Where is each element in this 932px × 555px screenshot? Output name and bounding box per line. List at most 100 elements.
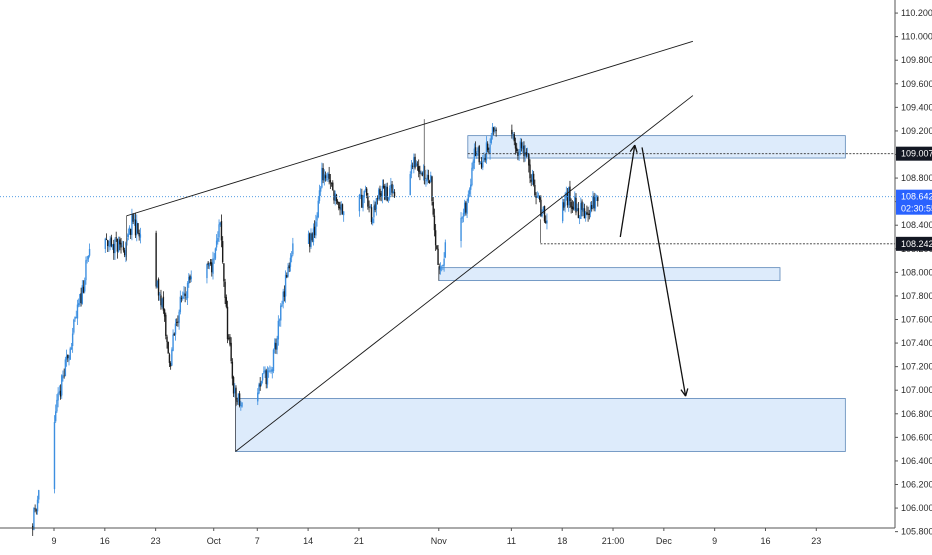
- y-tick-label: 108.800: [901, 173, 932, 183]
- candle-body: [183, 292, 185, 296]
- candle-body: [207, 262, 209, 265]
- candle-body: [61, 375, 63, 396]
- candle-body: [69, 348, 71, 360]
- candle-body: [189, 275, 191, 280]
- y-tick-label: 110.000: [901, 32, 932, 42]
- candle-body: [79, 294, 81, 304]
- candle-body: [167, 341, 169, 354]
- candle-body: [532, 173, 535, 185]
- candle-body: [322, 168, 324, 181]
- candle-body: [120, 242, 122, 248]
- candle-body: [565, 191, 568, 198]
- price-axis: 110.200 110.000 109.800 109.600 109.400 109.2…: [894, 0, 932, 537]
- candle-body: [374, 204, 376, 211]
- trendline: [126, 40, 694, 217]
- candle-body: [88, 248, 91, 256]
- candle-body: [538, 195, 541, 200]
- candle-body: [206, 264, 208, 279]
- candle-body: [228, 337, 230, 339]
- y-tick-label: 107.800: [901, 291, 932, 301]
- candle-body: [535, 196, 537, 198]
- candle-body: [384, 186, 386, 200]
- candle-body: [117, 241, 120, 252]
- current-price-label: 108.642: [901, 192, 932, 202]
- candle-body: [430, 175, 432, 182]
- candle-body: [321, 167, 323, 188]
- candle-body: [378, 189, 380, 200]
- candle-body: [391, 184, 393, 193]
- candle-body: [223, 263, 225, 282]
- candle-body: [224, 281, 226, 298]
- candle-body: [217, 237, 219, 242]
- candle-body: [362, 196, 364, 209]
- candle-body: [212, 258, 214, 274]
- candle-body: [437, 248, 439, 265]
- candle-body: [523, 145, 525, 157]
- candle-body: [467, 194, 470, 202]
- y-tick-label: 110.200: [901, 8, 932, 18]
- candle-body: [465, 202, 467, 213]
- x-tick-label: 16: [760, 536, 770, 546]
- candle-body: [86, 259, 88, 261]
- countdown-label: 02:30:55: [901, 204, 932, 214]
- candle-body: [34, 508, 36, 510]
- candle-body: [591, 204, 593, 209]
- candle-body: [422, 170, 425, 176]
- candles-layer: [32, 122, 599, 536]
- candle-body: [218, 224, 220, 238]
- candle-body: [105, 239, 108, 240]
- candle-body: [466, 202, 468, 214]
- candle-body: [463, 202, 466, 214]
- candle-body: [485, 142, 488, 161]
- candle-body: [512, 134, 514, 136]
- candle-body: [261, 373, 264, 381]
- candle-body: [563, 202, 565, 208]
- zones-layer: [235, 135, 846, 452]
- candle-body: [259, 383, 261, 387]
- candle-body: [275, 343, 277, 350]
- candle-body: [369, 206, 371, 207]
- candle-body: [339, 207, 341, 209]
- candle-body: [436, 245, 438, 249]
- y-tick-label: 109.600: [901, 79, 932, 89]
- candle-body: [225, 297, 228, 307]
- candle-body: [392, 191, 394, 194]
- projection-arrow: [641, 147, 687, 397]
- candle-body: [274, 342, 276, 350]
- candle-body: [258, 384, 260, 394]
- candle-body: [461, 217, 463, 219]
- candle-body: [545, 220, 547, 224]
- current-price-tag: [896, 189, 932, 215]
- candle-body: [375, 198, 378, 210]
- candle-body: [114, 239, 116, 254]
- x-tick-label: 14: [303, 536, 313, 546]
- candle-body: [576, 208, 578, 212]
- candle-body: [479, 162, 482, 164]
- candle-body: [160, 295, 162, 306]
- candle-body: [561, 202, 564, 222]
- candle-body: [173, 333, 175, 336]
- candle-body: [419, 170, 421, 174]
- candle-body: [438, 266, 440, 270]
- candle-body: [169, 363, 172, 367]
- candle-body: [278, 319, 281, 321]
- level-tag-box: [896, 146, 932, 161]
- candle-body: [415, 162, 417, 166]
- candle-body: [182, 296, 184, 299]
- candle-body: [381, 185, 384, 197]
- candle-body: [84, 280, 86, 292]
- zone-rect: [235, 398, 846, 452]
- candle-body: [490, 135, 492, 144]
- x-tick-label: 16: [100, 536, 110, 546]
- candle-body: [172, 334, 174, 351]
- candle-body: [109, 238, 111, 247]
- candle-body: [340, 204, 342, 211]
- candle-body: [54, 411, 57, 422]
- candle-body: [68, 359, 70, 361]
- candle-body: [179, 296, 182, 313]
- candle-body: [494, 130, 496, 132]
- candle-body: [341, 204, 344, 214]
- candle-body: [232, 377, 235, 394]
- x-tick-label: 18: [557, 536, 567, 546]
- candle-body: [534, 184, 536, 196]
